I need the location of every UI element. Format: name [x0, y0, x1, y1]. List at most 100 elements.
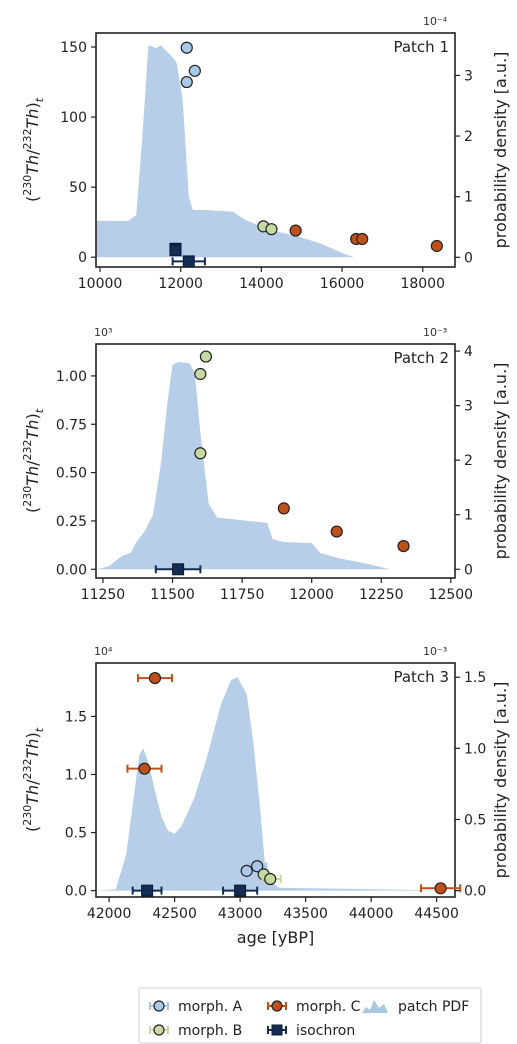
y-axis-label-part: 232 — [21, 128, 34, 149]
y2-tick-label: 0 — [464, 562, 473, 578]
data-point — [194, 367, 207, 381]
patch-pdf-area — [96, 677, 455, 891]
series-morph-c — [289, 224, 443, 253]
data-point — [138, 762, 151, 775]
y-axis-label-part: Th — [23, 155, 42, 175]
series-morph-b — [194, 350, 213, 460]
data-point — [141, 884, 154, 897]
x-tick-label: 44500 — [414, 906, 459, 922]
y-axis-label-part: ( — [23, 826, 42, 832]
x-tick-label: 12500 — [429, 587, 474, 603]
panel-2: 11250 11500 11750 12000 12250 12500 0.00 0.25 0.… — [21, 326, 510, 603]
y-tick-label: 1.5 — [65, 709, 87, 725]
series-isochron — [169, 242, 206, 268]
y-axis-label-part: ) — [23, 732, 42, 738]
data-point — [240, 864, 253, 877]
legend-item: morph. C — [267, 999, 361, 1015]
data-point — [289, 224, 302, 237]
data-point — [430, 239, 443, 253]
data-point — [148, 671, 162, 685]
y-tick-label: 0.0 — [65, 884, 87, 900]
y-tick-label: 150 — [60, 40, 87, 56]
y2-exponent: 10⁻³ — [423, 326, 447, 339]
data-point — [397, 539, 410, 553]
y2-tick-label: 2 — [464, 129, 473, 145]
y-tick-label: 1.0 — [65, 767, 87, 783]
y-axis-label-part: Th — [23, 785, 42, 805]
x-tick-label: 18000 — [400, 276, 445, 292]
y-axis-label-part: t — [33, 97, 46, 102]
patch-pdf-area — [96, 45, 355, 258]
data-point — [188, 64, 201, 77]
legend-item: morph. B — [149, 1023, 242, 1039]
y2-tick-label: 3 — [464, 68, 473, 84]
legend-label: morph. C — [296, 999, 361, 1015]
series-isochron — [154, 563, 202, 576]
legend: morph. A morph. B morph. C isochron patch PD… — [138, 987, 482, 1044]
series-morph-c — [126, 671, 462, 895]
y-axis-label-part: 232 — [21, 758, 34, 779]
y-tick-label: 1.00 — [56, 369, 87, 385]
y2-tick-label: 1 — [464, 508, 473, 524]
legend-label: patch PDF — [398, 999, 469, 1015]
legend-frame — [138, 987, 482, 1044]
y-axis-label-part: 230 — [21, 486, 34, 507]
x-tick-label: 11500 — [150, 587, 195, 603]
y-tick-label: 0.50 — [56, 466, 87, 482]
data-point — [172, 563, 185, 576]
patch-pdf-area — [96, 362, 390, 570]
y2-exponent: 10⁻³ — [423, 645, 447, 658]
y-axis-label-part: ) — [23, 102, 42, 108]
series-morph-b — [257, 220, 278, 236]
y-axis-label: (230Th/232Th)t — [21, 408, 46, 513]
y2-tick-label: 0.5 — [464, 812, 486, 828]
x-tick-label: 42500 — [152, 906, 197, 922]
y-axis-label-part: / — [23, 779, 42, 785]
data-point — [194, 447, 207, 460]
y2-tick-label: 1 — [464, 190, 473, 206]
axes-frame — [95, 32, 456, 268]
data-point — [330, 525, 343, 538]
x-tick-label: 43500 — [283, 906, 328, 922]
x-axis-label: age [yBP] — [237, 928, 314, 947]
data-point — [199, 350, 213, 363]
data-point — [264, 872, 277, 886]
y2-tick-label: 1.5 — [464, 670, 486, 686]
y-axis-label-part: 230 — [21, 805, 34, 826]
data-point — [234, 884, 247, 897]
legend-item: morph. A — [149, 999, 243, 1015]
data-point — [182, 255, 195, 268]
series-morph-b — [257, 868, 282, 886]
x-tick-label: 14000 — [239, 276, 284, 292]
y-axis-label-part: Th — [23, 739, 42, 759]
legend-marker — [271, 1024, 283, 1036]
y2-axis-label: probability density [a.u.] — [491, 682, 510, 879]
y-axis-label-part: Th — [23, 420, 42, 440]
x-tick-label: 10000 — [78, 276, 123, 292]
patch-title: Patch 1 — [393, 38, 449, 56]
data-point — [180, 41, 193, 54]
data-point — [356, 232, 369, 246]
x-tick-label: 16000 — [320, 276, 365, 292]
panel-3: 42000 42500 43000 43500 44000 44500 0.0 0.5 1.0 1… — [21, 645, 510, 947]
series-morph-a — [180, 41, 201, 89]
y-exponent: 10⁴ — [94, 645, 113, 658]
legend-patch-icon — [362, 1000, 388, 1013]
data-point — [251, 860, 264, 873]
legend-label: morph. B — [178, 1023, 242, 1039]
y-tick-label: 0.25 — [56, 514, 87, 530]
y-exponent: 10³ — [94, 326, 112, 339]
patch-title: Patch 2 — [393, 349, 449, 367]
data-point — [169, 244, 182, 257]
x-tick-label: 12000 — [158, 276, 203, 292]
x-tick-label: 43000 — [218, 906, 263, 922]
y-tick-label: 0.00 — [56, 562, 87, 578]
y2-axis-label: probability density [a.u.] — [491, 52, 510, 249]
x-tick-label: 12000 — [289, 587, 334, 603]
legend-item: patch PDF — [362, 999, 469, 1015]
y2-tick-label: 0 — [464, 250, 473, 266]
y-axis-label: (230Th/232Th)t — [21, 97, 46, 202]
y-axis-label-part: / — [23, 460, 42, 466]
y-tick-label: 0.5 — [65, 826, 87, 842]
